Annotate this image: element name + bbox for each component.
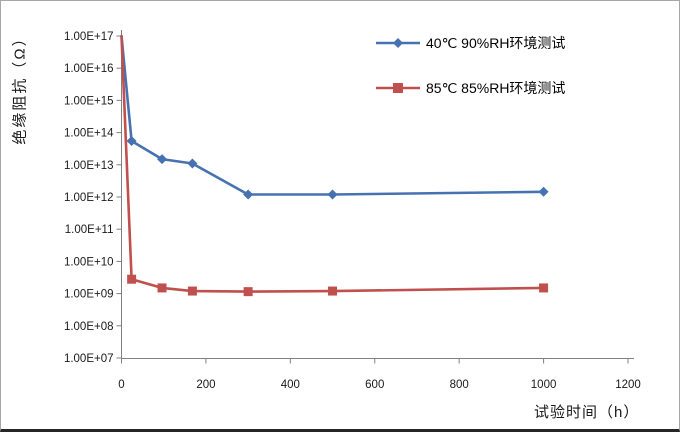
y-tick-label: 1.00E+10 [64,256,114,268]
data-point-marker-diamond [187,158,198,169]
y-tick-label: 1.00E+17 [64,31,114,43]
data-point-marker-square [127,274,137,284]
legend-label-40c-90rh: 40℃ 90%RH环境测试 [426,35,566,51]
x-tick-label: 400 [281,379,300,391]
legend: 40℃ 90%RH环境测试 85℃ 85%RH环境测试 [375,33,565,123]
legend-swatch-square [376,83,420,93]
legend-label-85c-85rh: 85℃ 85%RH环境测试 [426,80,566,96]
legend-swatch-diamond [376,38,420,48]
x-tick-label: 800 [450,379,469,391]
x-tick-label: 1200 [615,379,641,391]
x-tick-label: 0 [118,379,124,391]
data-point-marker-diamond [327,189,338,200]
data-point-marker-diamond [538,186,549,197]
y-tick-label: 1.00E+08 [64,321,114,333]
data-point-marker-diamond [126,135,137,146]
y-tick-label: 1.00E+13 [64,160,114,172]
x-tick-label: 600 [365,379,384,391]
data-point-marker-diamond [243,189,254,200]
x-tick-label: 200 [196,379,215,391]
y-tick-label: 1.00E+07 [64,353,114,365]
x-axis-title: 试验时间（h） [534,404,640,421]
y-tick-label: 1.00E+14 [64,128,114,140]
y-tick-label: 1.00E+09 [64,289,114,301]
legend-item-40c-90rh: 40℃ 90%RH环境测试 [375,33,565,53]
y-tick-label: 1.00E+12 [64,192,114,204]
data-point-marker-square [539,283,549,293]
legend-item-85c-85rh: 85℃ 85%RH环境测试 [375,78,565,98]
x-tick-label: 1000 [531,379,557,391]
data-point-marker-square [187,286,197,296]
y-tick-label: 1.00E+11 [65,224,114,236]
y-tick-label: 1.00E+15 [64,95,114,107]
data-point-marker-diamond [157,154,168,165]
data-point-marker-square [328,286,338,296]
y-tick-label: 1.00E+16 [64,63,114,75]
data-point-marker-square [157,283,167,293]
data-point-marker-square [243,287,253,297]
